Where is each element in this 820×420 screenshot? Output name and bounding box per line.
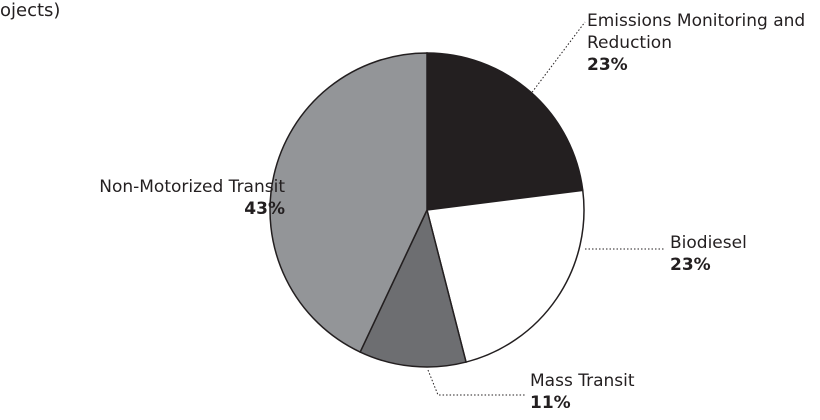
slice-label: Mass Transit 11%: [530, 370, 635, 414]
pie-slice: [359, 207, 467, 368]
category-label: Non-Motorized Transit: [99, 177, 285, 197]
category-label: Mass Transit: [530, 371, 635, 391]
pie-slice: [426, 52, 584, 211]
slice-label: Non-Motorized Transit 43%: [99, 176, 285, 220]
value-label: 23%: [587, 55, 628, 75]
slice-label: Biodiesel 23%: [670, 232, 747, 276]
value-label: 23%: [670, 255, 711, 275]
value-label: 11%: [530, 393, 571, 413]
leader-line: [529, 21, 586, 96]
slices: [269, 52, 585, 368]
slice-label: Emissions Monitoring and Reduction 23%: [587, 10, 819, 76]
pie-slice: [426, 189, 585, 363]
category-label: Emissions Monitoring and Reduction: [587, 11, 806, 53]
value-label: 43%: [244, 199, 285, 219]
category-label: Biodiesel: [670, 233, 747, 253]
pie-slice: [269, 52, 428, 354]
chart-title: ojects): [0, 0, 61, 21]
leader-line: [427, 369, 525, 396]
